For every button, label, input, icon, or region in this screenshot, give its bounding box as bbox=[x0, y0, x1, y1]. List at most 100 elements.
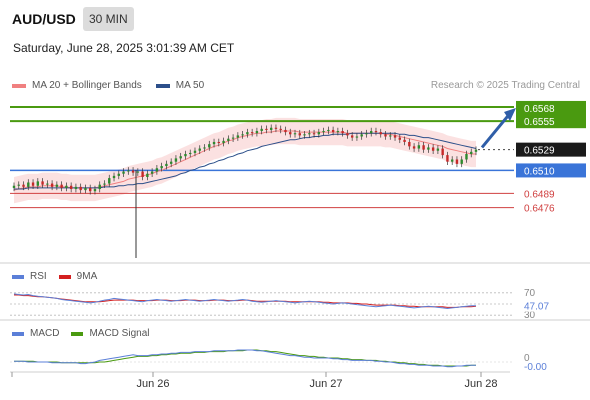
bollinger-band-area bbox=[14, 117, 476, 204]
timestamp: Saturday, June 28, 2025 3:01:39 AM CET bbox=[13, 41, 235, 55]
candle-body bbox=[227, 138, 230, 141]
candle-body bbox=[250, 132, 254, 134]
arrow-shaft bbox=[480, 109, 514, 149]
legend-ma20-label: MA 20 + Bollinger Bands bbox=[32, 80, 142, 91]
level-label-weak_support: 0.6489 bbox=[524, 189, 555, 200]
candle-body bbox=[84, 187, 87, 191]
rsi-line bbox=[13, 293, 476, 310]
candle-body bbox=[265, 128, 268, 130]
chart-header: AUD/USD 30 MIN Saturday, June 28, 2025 3… bbox=[0, 0, 590, 70]
candle-body bbox=[193, 150, 197, 153]
candle-body bbox=[55, 184, 59, 187]
candle-body bbox=[327, 129, 330, 132]
candle-body bbox=[179, 156, 182, 159]
rsi-tick-label: 70 bbox=[524, 288, 536, 299]
candle-body bbox=[122, 171, 125, 174]
candle-body bbox=[112, 175, 116, 179]
projection-arrow bbox=[480, 107, 516, 149]
timeframe-badge[interactable]: 30 MIN bbox=[83, 7, 134, 31]
x-tick-label: Jun 28 bbox=[464, 378, 497, 390]
x-axis: Jun 26 Jun 27 Jun 28 bbox=[11, 372, 498, 390]
candle-body bbox=[117, 173, 120, 176]
price-legend: MA 20 + Bollinger Bands MA 50 bbox=[12, 80, 218, 91]
candle-body bbox=[412, 146, 416, 149]
candle-body bbox=[393, 135, 397, 138]
candle-body bbox=[446, 155, 449, 162]
candle-body bbox=[431, 147, 435, 151]
candle-body bbox=[108, 178, 111, 184]
candle-body bbox=[22, 184, 25, 187]
candle-body bbox=[255, 131, 259, 134]
candle-body bbox=[427, 147, 430, 150]
candle-body bbox=[441, 148, 444, 156]
candle-body bbox=[350, 135, 354, 138]
candle-body bbox=[374, 131, 378, 133]
candle-body bbox=[184, 154, 187, 157]
x-tick-label: Jun 26 bbox=[136, 378, 169, 390]
macd-legend: MACD MACD Signal bbox=[12, 328, 161, 339]
macd-signal-swatch bbox=[71, 331, 84, 336]
candle-body bbox=[284, 129, 287, 133]
candle-body bbox=[322, 131, 325, 133]
candle-body bbox=[198, 148, 201, 151]
ma50-swatch bbox=[155, 83, 170, 88]
pair-title: AUD/USD bbox=[12, 11, 76, 27]
legend-macd: MACD bbox=[12, 328, 59, 339]
candle-body bbox=[308, 133, 311, 135]
candle-body bbox=[246, 132, 249, 135]
rsi-tick-label: 30 bbox=[524, 310, 536, 321]
candle-body bbox=[208, 144, 211, 148]
rsi-ma-swatch bbox=[58, 274, 71, 279]
rsi-legend: RSI 9MA bbox=[12, 271, 109, 282]
candle-body bbox=[131, 170, 135, 173]
candle-body bbox=[65, 185, 68, 188]
candle-body bbox=[69, 185, 73, 190]
candles bbox=[12, 124, 478, 258]
rsi-value-label: 47.07 bbox=[524, 302, 549, 313]
candle-body bbox=[460, 159, 463, 164]
candle-body bbox=[74, 186, 78, 190]
legend-ma50-label: MA 50 bbox=[175, 80, 205, 91]
candle-body bbox=[169, 161, 173, 164]
candle-body bbox=[403, 139, 406, 142]
level-label-resistance: 0.6568 bbox=[524, 104, 555, 115]
legend-macd-label: MACD bbox=[30, 328, 60, 339]
candle-body bbox=[203, 147, 206, 149]
candle-body bbox=[269, 127, 273, 130]
candle-body bbox=[241, 134, 244, 136]
macd-swatch bbox=[12, 331, 24, 336]
macd-value-label: -0.00 bbox=[524, 362, 547, 373]
candle-body bbox=[136, 171, 140, 173]
arrow-head bbox=[504, 107, 516, 121]
candle-body bbox=[217, 141, 221, 144]
rsi-swatch bbox=[12, 274, 24, 279]
ma20-swatch bbox=[12, 83, 26, 88]
candle-body bbox=[36, 181, 40, 186]
candle-body bbox=[50, 183, 54, 187]
candle-body bbox=[365, 133, 368, 135]
legend-ma50: MA 50 bbox=[155, 80, 205, 91]
candle-body bbox=[384, 134, 387, 137]
candle-body bbox=[41, 181, 44, 185]
candle-body bbox=[274, 127, 278, 129]
candle-body bbox=[222, 140, 225, 144]
level-label-current: 0.6529 bbox=[524, 146, 555, 157]
candle-body bbox=[355, 136, 359, 138]
level-label-resistance: 0.6555 bbox=[524, 117, 555, 128]
candle-body bbox=[12, 185, 16, 188]
candle-body bbox=[312, 133, 316, 135]
credit-text: Research © 2025 Trading Central bbox=[430, 80, 580, 91]
level-tag-support bbox=[516, 163, 586, 178]
panel-separators bbox=[0, 262, 590, 373]
macd-line bbox=[14, 349, 476, 368]
candle-body bbox=[317, 132, 321, 135]
level-tag-resistance bbox=[516, 114, 586, 129]
candle-body bbox=[160, 166, 163, 169]
candle-body bbox=[379, 132, 382, 135]
candle-body bbox=[236, 135, 240, 138]
candle-body bbox=[260, 128, 263, 132]
rsi-panel: 70503047.07 bbox=[10, 288, 556, 321]
level-tag-current bbox=[516, 142, 586, 157]
candle-body bbox=[303, 134, 306, 136]
